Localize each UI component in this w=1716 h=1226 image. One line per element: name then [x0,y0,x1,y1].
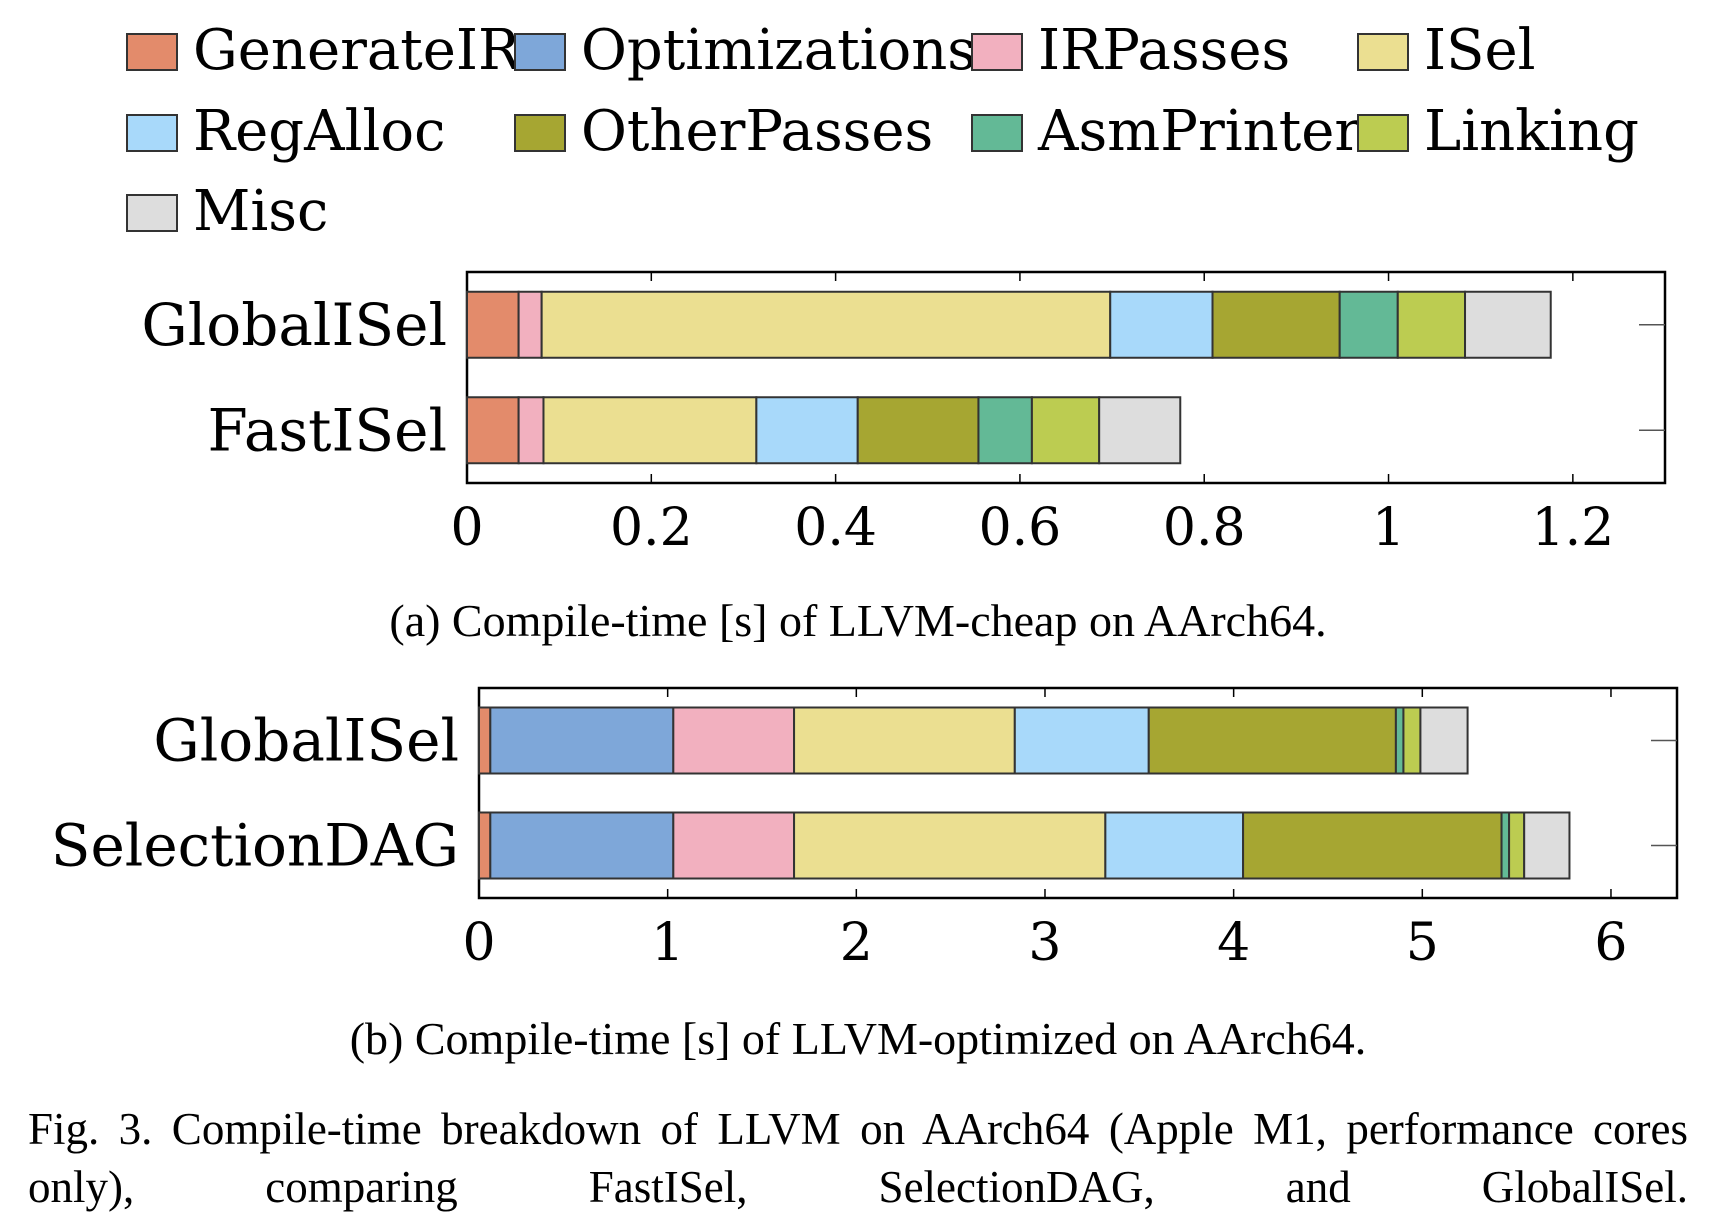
bar-globalisel-otherpasses [1211,290,1341,359]
legend-swatch-isel [1357,33,1409,71]
bar-globalisel-optimizations [489,706,675,775]
bar-globalisel-irpasses [672,706,796,775]
legend-swatch-misc [126,194,178,232]
x-tick-label: 0.2 [610,498,693,558]
x-tick-label: 4 [1217,913,1250,973]
category-label-fastisel: FastISel [208,396,447,464]
x-tick-label: 0 [462,913,495,973]
plot-frame [477,686,1679,900]
bar-globalisel-generateir [478,706,492,775]
legend-swatch-linking [1357,114,1409,152]
legend-swatch-generateir [126,33,178,71]
bar-globalisel-asmprinter [1338,290,1399,359]
bar-globalisel-isel [793,706,1016,775]
x-tick-label: 6 [1594,913,1627,973]
figure-caption: Fig. 3. Compile-time breakdown of LLVM o… [28,1104,1688,1212]
x-tick-label: 3 [1028,913,1061,973]
x-tick-label: 0.4 [794,498,877,558]
bar-globalisel-irpasses [517,290,543,359]
bar-globalisel-regalloc [1109,290,1214,359]
x-tick-label: 0 [450,498,483,558]
x-tick-label: 0.8 [1163,498,1246,558]
bar-selectiondag-generateir [478,811,492,880]
legend: GenerateIR Optimizations IRPasses ISel RegAl… [126,18,1639,244]
x-tick-label: 2 [840,913,873,973]
bar-selectiondag-isel [793,811,1107,880]
bar-globalisel-isel [540,290,1112,359]
legend-swatch-irpasses [971,33,1023,71]
legend-label-irpasses: IRPasses [1038,18,1290,83]
bar-globalisel-linking [1402,706,1422,775]
bar-globalisel-misc [1464,290,1552,359]
legend-label-linking: Linking [1424,99,1639,164]
legend-swatch-asmprinter [971,114,1023,152]
bar-selectiondag-irpasses [672,811,796,880]
bar-fastisel-generateir [466,396,520,465]
bar-selectiondag-asmprinter [1500,811,1511,880]
legend-label-regalloc: RegAlloc [193,99,446,164]
bar-globalisel-otherpasses [1147,706,1397,775]
legend-swatch-optimizations [514,33,566,71]
bar-fastisel-linking [1030,396,1101,465]
legend-label-generateir: GenerateIR [193,18,522,83]
legend-label-otherpasses: OtherPasses [581,99,933,164]
bar-globalisel-asmprinter [1394,706,1405,775]
bar-fastisel-otherpasses [856,396,980,465]
x-tick-label: 1 [1372,498,1405,558]
caption-b: (b) Compile-time [s] of LLVM-optimized o… [349,1013,1367,1064]
legend-swatch-regalloc [126,114,178,152]
bar-fastisel-misc [1098,396,1182,465]
bar-selectiondag-regalloc [1104,811,1245,880]
legend-label-asmprinter: AsmPrinter [1037,99,1361,164]
x-tick-label: 1.2 [1531,498,1614,558]
bar-fastisel-isel [542,396,758,465]
category-label-globalisel: GlobalISel [141,291,447,359]
bar-selectiondag-linking [1508,811,1526,880]
legend-label-optimizations: Optimizations [581,18,976,83]
category-label-globalisel: GlobalISel [153,707,459,775]
bar-fastisel-regalloc [755,396,859,465]
bar-selectiondag-otherpasses [1242,811,1503,880]
legend-label-isel: ISel [1424,18,1536,83]
bar-globalisel-regalloc [1013,706,1150,775]
bar-fastisel-irpasses [517,396,545,465]
bar-selectiondag-optimizations [489,811,675,880]
legend-swatch-otherpasses [514,114,566,152]
bar-globalisel-generateir [466,290,520,359]
bar-fastisel-asmprinter [977,396,1033,465]
x-tick-label: 5 [1406,913,1439,973]
plot-frame [465,270,1667,485]
category-label-selectiondag: SelectionDAG [51,812,459,880]
legend-label-misc: Misc [193,179,328,244]
bar-globalisel-misc [1419,706,1469,775]
caption-a: (a) Compile-time [s] of LLVM-cheap on AA… [389,595,1327,646]
x-tick-label: 0.6 [979,498,1062,558]
bar-selectiondag-misc [1523,811,1571,880]
x-tick-label: 1 [651,913,684,973]
bar-globalisel-linking [1396,290,1467,359]
